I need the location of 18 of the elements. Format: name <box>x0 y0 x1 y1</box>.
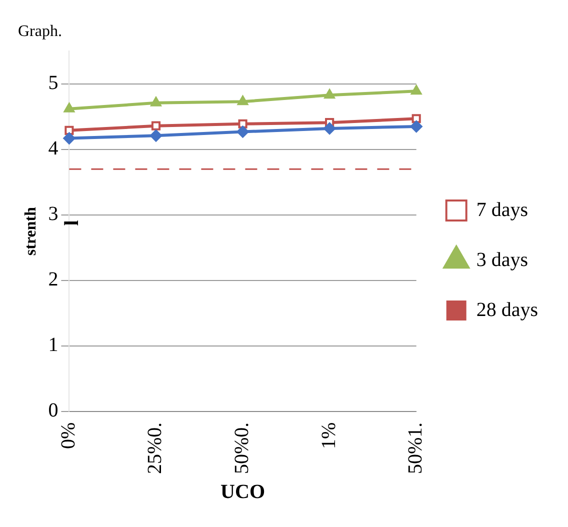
annotation: l <box>61 220 83 226</box>
x-tick-label: 50%1. <box>404 422 427 474</box>
y-axis-title: strenth <box>22 206 40 256</box>
y-tick-label: 4 <box>48 138 58 160</box>
y-tick-label: 2 <box>48 268 58 291</box>
x-tick-label: 1% <box>318 422 340 450</box>
y-tick-label: 5 <box>48 72 58 94</box>
x-tick-label: 25%0. <box>144 422 166 474</box>
legend-label: 7 days <box>476 198 528 221</box>
legend-label: 28 days <box>476 298 538 321</box>
x-tick-label: 0% <box>57 422 80 450</box>
x-tick-label: 50%0. <box>231 422 254 474</box>
chart-title: Graph. <box>18 22 62 40</box>
legend-label: 3 days <box>476 248 528 271</box>
y-tick-label: 3 <box>48 203 58 226</box>
x-axis-title: UCO <box>220 481 265 504</box>
y-tick-label: 1 <box>48 334 58 356</box>
y-tick-label: 0 <box>48 400 58 422</box>
